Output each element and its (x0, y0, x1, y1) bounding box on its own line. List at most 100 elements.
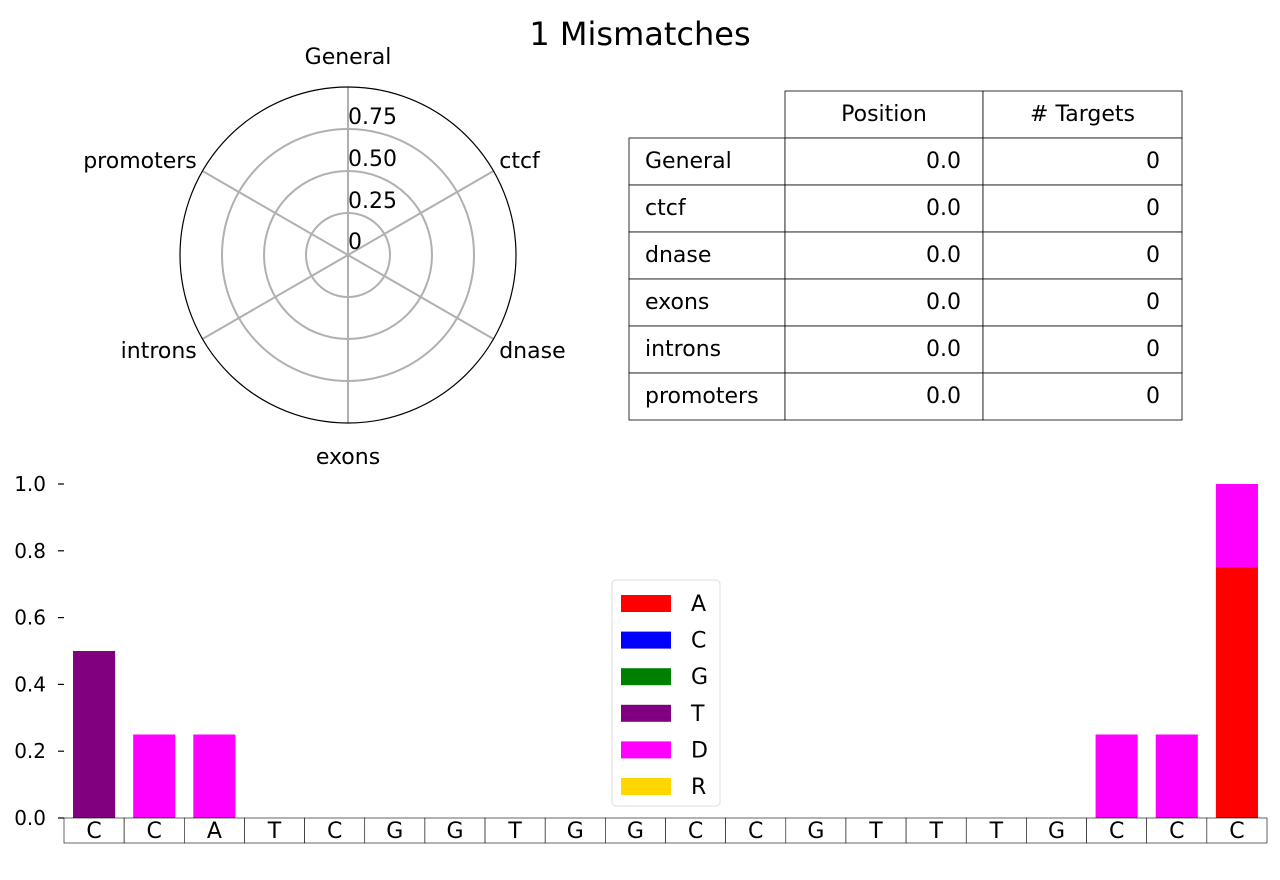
table-header-label: # Targets (1030, 102, 1135, 127)
table-position-value: 0.0 (926, 196, 961, 221)
sequence-base-label: C (688, 819, 703, 844)
bar-segment-d (1095, 734, 1138, 818)
table-cell (628, 325, 786, 374)
table-position-value: 0.0 (926, 384, 961, 409)
radar-category-label: exons (316, 445, 380, 470)
table-targets-value: 0 (1146, 243, 1160, 268)
sequence-base-label: G (807, 819, 824, 844)
figure-title: 1 Mismatches (529, 15, 750, 53)
table-cell (784, 137, 984, 186)
table-targets-value: 0 (1146, 290, 1160, 315)
sequence-base-label: C (86, 819, 101, 844)
legend-label: R (691, 775, 706, 800)
radar-category-label: General (305, 45, 392, 70)
radar-category-label: introns (121, 339, 197, 364)
table-cell (784, 278, 984, 327)
radar-chart: General ctcf dnase exons introns promoters 0 0.… (83, 45, 565, 470)
sequence-base-label: C (748, 819, 763, 844)
table-row-label: General (645, 149, 732, 174)
sequence-base-label: A (207, 819, 222, 844)
bar-segment-d (1155, 734, 1198, 818)
radar-category-label: dnase (499, 339, 565, 364)
y-axis-tick-label: 1.0 (14, 472, 46, 496)
sequence-cell (484, 817, 546, 844)
table-position-value: 0.0 (926, 290, 961, 315)
stats-table: Position # Targets General 0.0 0 ctcf 0.0 0 dnas… (628, 90, 1183, 421)
y-axis-tick-label: 0.4 (14, 672, 46, 696)
sequence-cell (1026, 817, 1087, 844)
table-row-label: dnase (645, 243, 711, 268)
table-position-value: 0.0 (926, 243, 961, 268)
sequence-base-label: C (1229, 819, 1244, 844)
sequence-base-label: C (1109, 819, 1124, 844)
sequence-cell (364, 817, 426, 844)
sequence-cell (184, 817, 245, 844)
table-header-label: Position (841, 102, 927, 127)
table-cell (982, 325, 1183, 374)
table-row-label: introns (645, 337, 721, 362)
sequence-base-label: G (386, 819, 403, 844)
sequence-cell (1206, 817, 1268, 844)
radar-spoke (202, 254, 349, 340)
sequence-base-label: C (147, 819, 162, 844)
sequence-cell (424, 817, 486, 844)
y-axis-tick-label: 0.8 (14, 539, 46, 563)
sequence-base-label: C (1169, 819, 1184, 844)
sequence-cell (845, 817, 907, 844)
bar-segment-d (133, 734, 176, 818)
radar-category-label: ctcf (499, 149, 541, 174)
sequence-base-label: T (989, 819, 1004, 844)
sequence-base-label: T (267, 819, 282, 844)
table-cell (628, 137, 786, 186)
legend-label: C (691, 629, 706, 654)
radar-tick-label: 0.25 (348, 189, 397, 214)
legend-swatch-a (621, 595, 671, 612)
sequence-cell (965, 817, 1027, 844)
bar-segment-a (1215, 567, 1258, 818)
sequence-base-label: T (868, 819, 883, 844)
sequence-cell (1086, 817, 1148, 844)
legend-swatch-d (621, 741, 671, 759)
table-row-label: ctcf (645, 196, 687, 221)
sequence-cell (123, 817, 185, 844)
radar-spoke (347, 254, 494, 340)
legend-swatch-t (621, 704, 671, 722)
legend-label: A (691, 592, 706, 617)
table-cell (784, 372, 984, 421)
legend-label: T (690, 702, 705, 727)
bar-segment-t (73, 651, 116, 818)
legend-label: D (691, 738, 708, 763)
table-cell (628, 372, 786, 421)
bar-segment-d (193, 734, 236, 818)
table-targets-value: 0 (1146, 149, 1160, 174)
sequence-base-label: G (627, 819, 644, 844)
radar-tick-label: 0.50 (348, 147, 397, 172)
sequence-cell (304, 817, 366, 844)
table-cell (784, 231, 984, 280)
radar-outer-ring (179, 86, 517, 424)
radar-spoke (202, 170, 349, 256)
table-row-label: promoters (645, 384, 759, 409)
radar-tick-label: 0 (348, 230, 362, 255)
table-targets-value: 0 (1146, 337, 1160, 362)
sequence-base-label: G (446, 819, 463, 844)
sequence-cell (1146, 817, 1208, 844)
table-targets-value: 0 (1146, 384, 1160, 409)
table-header-cell (982, 90, 1183, 139)
table-cell (982, 137, 1183, 186)
legend-swatch-r (621, 778, 671, 795)
sequence-cell (244, 817, 305, 844)
table-position-value: 0.0 (926, 149, 961, 174)
legend-swatch-g (621, 668, 671, 686)
sequence-cell (725, 817, 787, 844)
table-cell (982, 278, 1183, 327)
bar-segment-d (1215, 484, 1258, 568)
sequence-base-label: G (567, 819, 584, 844)
sequence-base-label: T (928, 819, 943, 844)
table-cell (628, 231, 786, 280)
sequence-base-label: T (507, 819, 522, 844)
radar-spoke (347, 170, 494, 256)
radar-tick-label: 0.75 (348, 105, 397, 130)
table-cell (982, 231, 1183, 280)
